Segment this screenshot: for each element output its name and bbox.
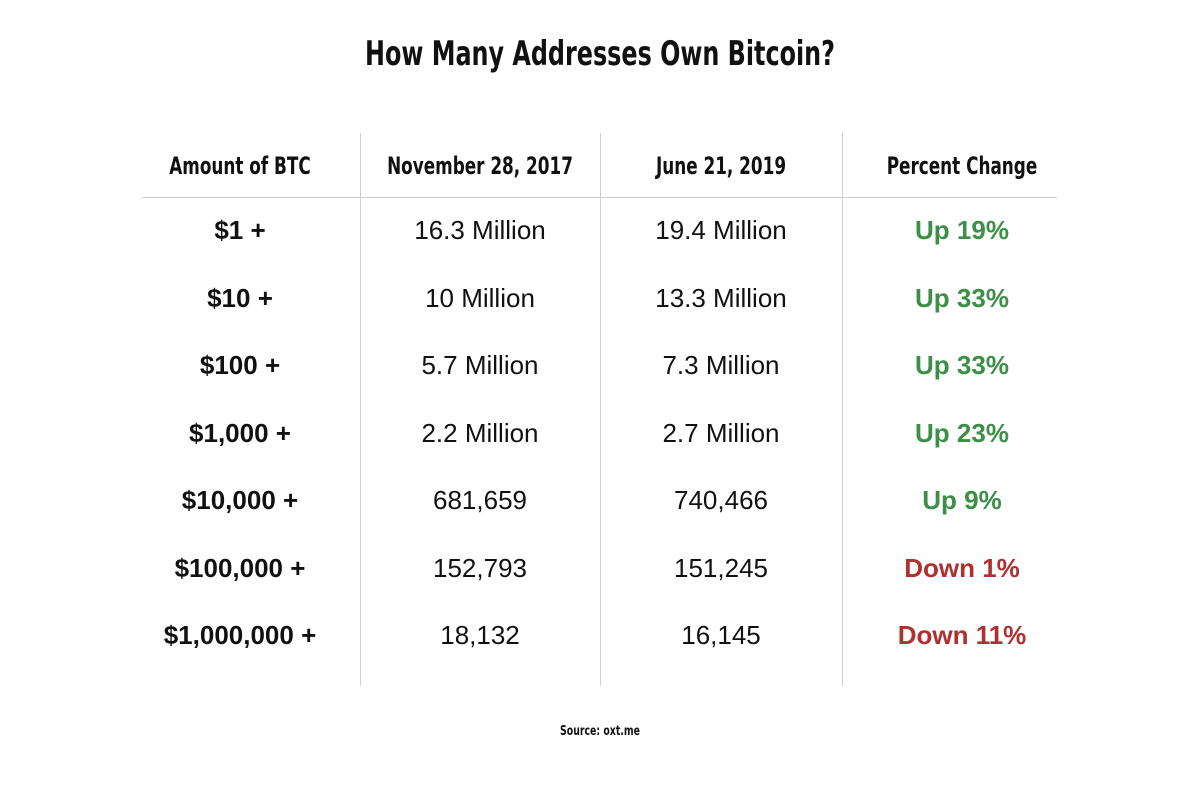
nov-2017-cell: 16.3 Million bbox=[414, 215, 546, 245]
percent-change-cell: Up 23% bbox=[915, 418, 1009, 448]
nov-2017-cell: 152,793 bbox=[433, 553, 527, 583]
nov-2017-cell: 18,132 bbox=[440, 620, 520, 650]
amount-cell: $100,000 + bbox=[174, 553, 306, 583]
percent-change-cell: Up 33% bbox=[915, 283, 1009, 313]
jun-2019-cell: 151,245 bbox=[674, 553, 768, 583]
header-divider bbox=[142, 197, 1057, 198]
amount-cell: $1,000,000 + bbox=[163, 620, 317, 650]
percent-change-cell: Down 1% bbox=[904, 553, 1020, 583]
chart-title: How Many Addresses Own Bitcoin? bbox=[365, 34, 835, 74]
column-header-percent-change: Percent Change bbox=[886, 152, 1038, 180]
amount-cell: $1,000 + bbox=[189, 418, 291, 448]
percent-change-cell: Down 11% bbox=[897, 620, 1027, 650]
amount-cell: $10,000 + bbox=[181, 485, 299, 515]
amount-cell: $10 + bbox=[207, 283, 273, 313]
jun-2019-cell: 19.4 Million bbox=[655, 215, 787, 245]
column-header-jun-2019: June 21, 2019 bbox=[655, 152, 787, 180]
percent-change-cell: Up 9% bbox=[922, 485, 1002, 515]
jun-2019-cell: 740,466 bbox=[674, 485, 768, 515]
percent-change-cell: Up 33% bbox=[915, 350, 1009, 380]
jun-2019-cell: 2.7 Million bbox=[662, 418, 780, 448]
jun-2019-cell: 7.3 Million bbox=[662, 350, 780, 380]
percent-change-cell: Up 19% bbox=[915, 215, 1009, 245]
column-divider bbox=[360, 133, 361, 686]
nov-2017-cell: 2.2 Million bbox=[421, 418, 539, 448]
nov-2017-cell: 10 Million bbox=[425, 283, 535, 313]
source-note: Source: oxt.me bbox=[560, 724, 640, 739]
nov-2017-cell: 5.7 Million bbox=[421, 350, 539, 380]
amount-cell: $100 + bbox=[199, 350, 281, 380]
column-divider bbox=[842, 133, 843, 686]
column-header-nov-2017: November 28, 2017 bbox=[387, 152, 573, 180]
jun-2019-cell: 16,145 bbox=[681, 620, 761, 650]
column-header-amount: Amount of BTC bbox=[169, 152, 311, 180]
column-divider bbox=[600, 133, 601, 686]
nov-2017-cell: 681,659 bbox=[433, 485, 527, 515]
amount-cell: $1 + bbox=[214, 215, 266, 245]
jun-2019-cell: 13.3 Million bbox=[655, 283, 787, 313]
